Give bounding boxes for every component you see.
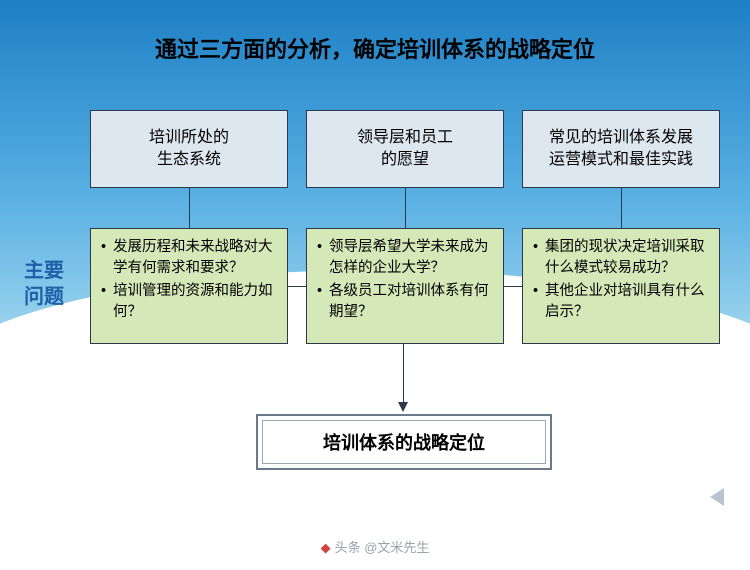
connector-1 — [189, 188, 190, 228]
arrow-down-icon — [398, 402, 408, 412]
connector-2 — [405, 188, 406, 228]
q2-item1: 领导层希望大学未来成为怎样的企业大学？ — [315, 237, 493, 279]
side-label-line1: 主要 — [24, 258, 64, 284]
top-box-2-line1: 领导层和员工 — [357, 127, 453, 149]
q3-item2: 其他企业对培训具有什么启示？ — [531, 281, 709, 323]
q3-item1: 集团的现状决定培训采取什么模式较易成功？ — [531, 237, 709, 279]
question-box-1: 发展历程和未来战略对大学有何需求和要求？ 培训管理的资源和能力如何？ — [90, 228, 288, 344]
side-label: 主要 问题 — [24, 258, 64, 310]
columns-container: 培训所处的 生态系统 发展历程和未来战略对大学有何需求和要求？ 培训管理的资源和… — [90, 110, 720, 344]
q1-item1: 发展历程和未来战略对大学有何需求和要求？ — [99, 237, 277, 279]
page-title: 通过三方面的分析，确定培训体系的战略定位 — [0, 32, 750, 64]
down-connector — [403, 344, 404, 404]
top-box-3-line1: 常见的培训体系发展 — [549, 127, 693, 149]
column-2: 领导层和员工 的愿望 领导层希望大学未来成为怎样的企业大学？ 各级员工对培训体系… — [306, 110, 504, 344]
top-box-1: 培训所处的 生态系统 — [90, 110, 288, 188]
prev-slide-icon[interactable] — [710, 488, 724, 506]
top-box-1-line1: 培训所处的 — [149, 127, 229, 149]
watermark: ◆ 头条 @文米先生 — [0, 537, 750, 556]
conclusion-label: 培训体系的战略定位 — [323, 429, 485, 455]
conclusion-box: 培训体系的战略定位 — [256, 414, 552, 470]
side-label-line2: 问题 — [24, 284, 64, 310]
watermark-text: 头条 @文米先生 — [335, 540, 430, 555]
top-box-2-line2: 的愿望 — [357, 149, 453, 171]
watermark-icon: ◆ — [321, 540, 331, 555]
top-box-1-line2: 生态系统 — [149, 149, 229, 171]
q2-item2: 各级员工对培训体系有何期望？ — [315, 281, 493, 323]
q1-item2: 培训管理的资源和能力如何？ — [99, 281, 277, 323]
connector-3 — [621, 188, 622, 228]
column-3: 常见的培训体系发展 运营模式和最佳实践 集团的现状决定培训采取什么模式较易成功？… — [522, 110, 720, 344]
top-box-2: 领导层和员工 的愿望 — [306, 110, 504, 188]
question-box-2: 领导层希望大学未来成为怎样的企业大学？ 各级员工对培训体系有何期望？ — [306, 228, 504, 344]
top-box-3: 常见的培训体系发展 运营模式和最佳实践 — [522, 110, 720, 188]
column-1: 培训所处的 生态系统 发展历程和未来战略对大学有何需求和要求？ 培训管理的资源和… — [90, 110, 288, 344]
top-box-3-line2: 运营模式和最佳实践 — [549, 149, 693, 171]
question-box-3: 集团的现状决定培训采取什么模式较易成功？ 其他企业对培训具有什么启示？ — [522, 228, 720, 344]
